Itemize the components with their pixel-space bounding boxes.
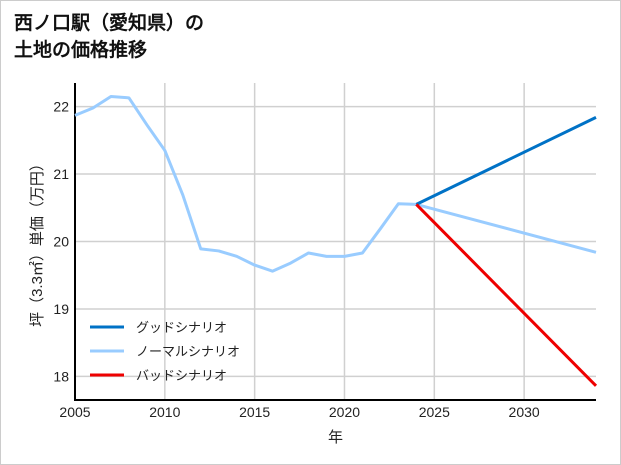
- legend-label: バッドシナリオ: [136, 368, 227, 383]
- series-line-bad: [415, 203, 598, 387]
- chart-title: 西ノ口駅（愛知県）の 土地の価格推移: [14, 10, 204, 64]
- legend-label: ノーマルシナリオ: [136, 344, 240, 359]
- y-axis-label: 坪（3.3㎡）単価（万円）: [29, 156, 46, 327]
- series-line-normal: [74, 94, 597, 273]
- y-tick-label: 21: [53, 166, 69, 182]
- x-tick-label: 2005: [59, 404, 90, 420]
- x-tick-label: 2020: [329, 404, 360, 420]
- chart-title-line2: 土地の価格推移: [14, 39, 148, 61]
- y-tick-label: 19: [53, 301, 69, 317]
- x-tick-label: 2025: [419, 404, 450, 420]
- series-line-good: [415, 116, 597, 206]
- x-axis-label: 年: [328, 429, 343, 446]
- x-tick-label: 2015: [239, 404, 270, 420]
- y-tick-label: 20: [53, 234, 69, 250]
- x-tick-label: 2010: [149, 404, 180, 420]
- y-tick-label: 22: [53, 99, 69, 115]
- legend-label: グッドシナリオ: [136, 320, 227, 335]
- x-tick-label: 2030: [509, 404, 540, 420]
- chart-title-line1: 西ノ口駅（愛知県）の: [14, 12, 205, 34]
- y-tick-label: 18: [53, 368, 69, 384]
